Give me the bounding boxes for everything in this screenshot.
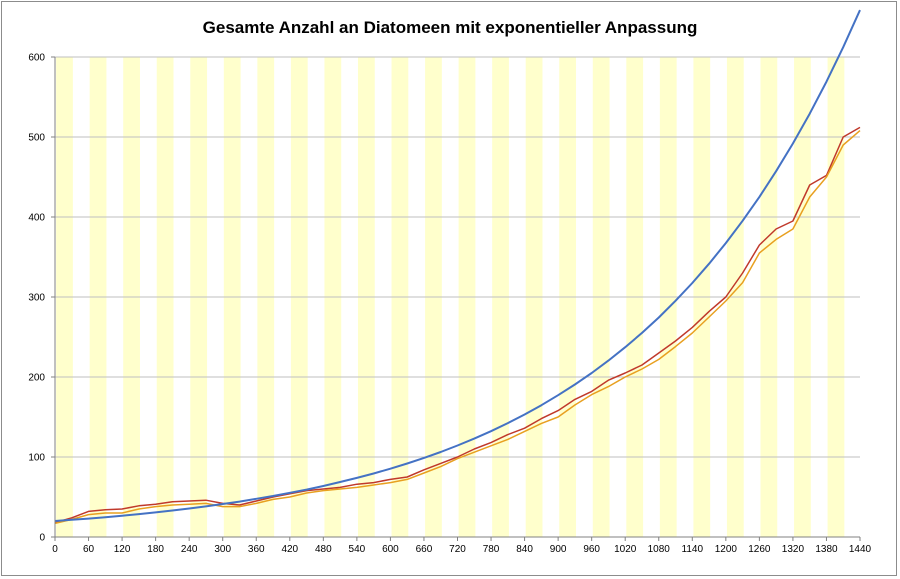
x-tick-label: 1200: [715, 544, 738, 555]
y-tick-label: 100: [28, 453, 45, 464]
x-tick-label: 900: [550, 544, 567, 555]
axis-layer: 0 100 200 300 400 500 600 0 60 120 180 240 300 360 420…: [28, 53, 871, 556]
series-layer: [54, 9, 861, 525]
x-tick-label: 1320: [782, 544, 805, 555]
y-tick-label: 300: [28, 293, 45, 304]
x-tick-label: 780: [483, 544, 500, 555]
series-line: [54, 130, 861, 525]
x-tick-label: 840: [516, 544, 533, 555]
x-tick-label: 300: [214, 544, 231, 555]
x-tick-label: 480: [315, 544, 332, 555]
series-line: [54, 9, 861, 522]
x-tick-label: 600: [382, 544, 399, 555]
x-tick-label: 0: [52, 544, 58, 555]
x-tick-label: 240: [181, 544, 198, 555]
x-tick-label: 420: [281, 544, 298, 555]
y-tick-label: 600: [28, 53, 45, 64]
x-tick-label: 660: [416, 544, 433, 555]
x-tick-label: 540: [349, 544, 366, 555]
series-line: [54, 126, 861, 524]
x-tick-label: 1140: [682, 544, 704, 555]
chart-title: Gesamte Anzahl an Diatomeen mit exponent…: [202, 18, 698, 37]
x-tick-label: 1260: [748, 544, 771, 555]
x-tick-label: 1380: [815, 544, 838, 555]
x-tick-label: 60: [83, 544, 95, 555]
x-tick-label: 1440: [849, 544, 872, 555]
x-tick-label: 360: [248, 544, 265, 555]
y-tick-label: 200: [28, 373, 45, 384]
x-tick-label: 1080: [648, 544, 671, 555]
x-tick-label: 720: [449, 544, 466, 555]
y-tick-label: 400: [28, 213, 45, 224]
y-tick-label: 0: [39, 533, 45, 544]
x-tick-label: 180: [147, 544, 164, 555]
x-tick-label: 1020: [614, 544, 637, 555]
x-tick-label: 960: [583, 544, 600, 555]
x-tick-label: 120: [114, 544, 131, 555]
y-tick-label: 500: [28, 133, 45, 144]
